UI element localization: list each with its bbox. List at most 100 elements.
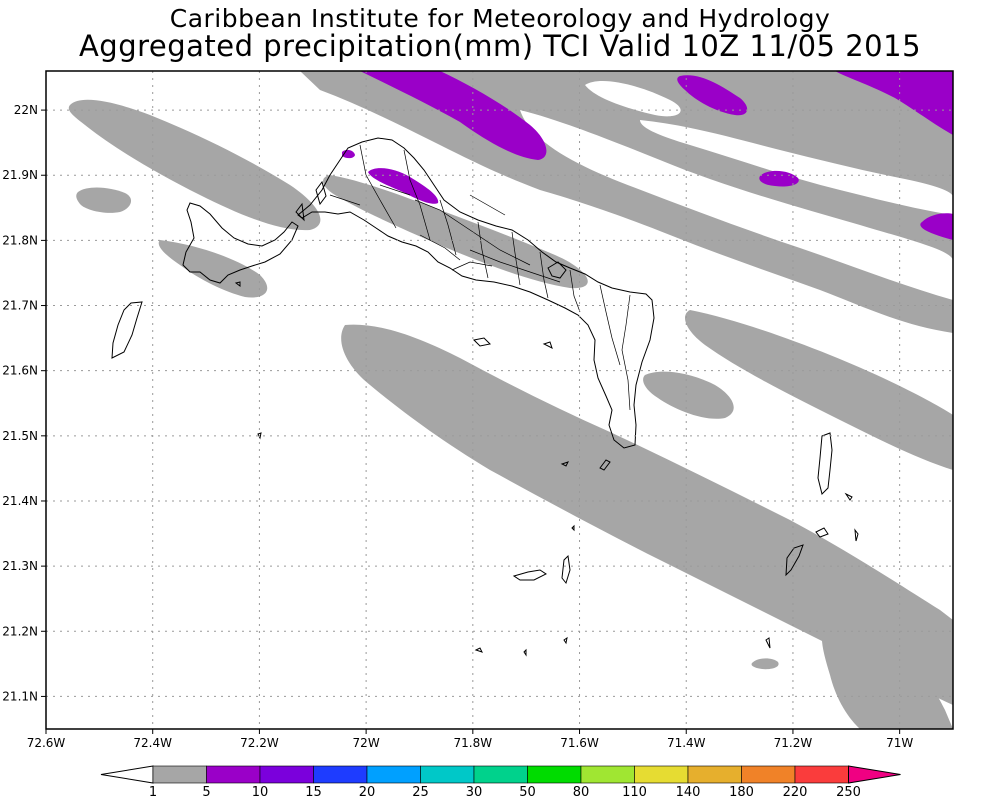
rain-area-10mm — [835, 71, 953, 135]
colorbar-swatch — [473, 765, 528, 784]
cay-outline — [599, 459, 611, 471]
rain-area-5mm — [840, 593, 879, 622]
y-tick-label: 21.2N — [2, 624, 38, 638]
cay-outline — [234, 281, 241, 287]
coastline — [111, 137, 859, 657]
gridlines — [46, 71, 953, 729]
x-tick-label: 71W — [886, 736, 913, 750]
cay-outline — [474, 647, 483, 653]
colorbar-swatch — [313, 765, 368, 784]
title-line-1: Caribbean Institute for Meteorology and … — [169, 4, 831, 33]
island-outline — [297, 137, 655, 449]
colorbar-swatch — [206, 765, 261, 784]
cay-outline — [315, 180, 327, 206]
axes: 72.6W 72.4W 72.2W 72W 71.8W 71.6W 71.4W 71.2W 71… — [2, 103, 913, 750]
colorbar-swatch — [527, 765, 582, 784]
colorbar-swatch — [420, 765, 475, 784]
cay-outline — [765, 637, 771, 649]
rain-area-10mm — [677, 75, 748, 116]
no-rain-gap — [520, 110, 953, 300]
island-outline — [182, 202, 299, 284]
x-tick-label: 72W — [353, 736, 380, 750]
rain-area-5mm — [341, 324, 953, 705]
x-tick-label: 71.6W — [560, 736, 599, 750]
rain-area-10mm — [368, 168, 439, 204]
cay-outline — [560, 461, 569, 467]
colorbar-level-label: 110 — [622, 785, 647, 800]
district-boundary — [329, 144, 631, 411]
rain-area-5mm — [821, 622, 953, 729]
colorbar-swatch — [741, 765, 796, 784]
cay-outline — [815, 527, 829, 538]
colorbar: 1 5 10 15 20 25 30 50 80 110 140 180 220 250 — [100, 765, 901, 800]
y-tick-label: 21.4N — [2, 494, 38, 508]
colorbar-swatch — [580, 765, 635, 784]
colorbar-swatch — [259, 765, 314, 784]
title-line-2: Aggregated precipitation(mm) TCI Valid 1… — [78, 29, 922, 63]
rain-area-5mm — [323, 175, 588, 289]
cay-outline — [512, 569, 547, 581]
island-outline — [785, 544, 804, 577]
y-tick-label: 21.8N — [2, 233, 38, 247]
cay-outline — [561, 554, 571, 585]
rain-area-5mm — [685, 310, 953, 470]
cay-outline — [854, 528, 859, 542]
rain-area-5mm — [751, 658, 779, 670]
y-tick-label: 21.7N — [2, 299, 38, 313]
colorbar-level-label: 1 — [149, 785, 157, 800]
colorbar-swatch — [366, 765, 421, 784]
cay-outline — [844, 492, 853, 501]
colorbar-level-label: 5 — [202, 785, 210, 800]
x-tick-label: 72.4W — [133, 736, 172, 750]
colorbar-swatch — [794, 765, 849, 784]
y-tick-label: 21.9N — [2, 168, 38, 182]
cay-outline — [523, 648, 527, 657]
rain-area-10mm — [920, 213, 953, 240]
colorbar-level-label: 50 — [519, 785, 536, 800]
y-tick-label: 21.3N — [2, 559, 38, 573]
rain-area-5mm — [158, 240, 268, 298]
rain-area-5mm — [76, 187, 132, 213]
colorbar-level-label: 250 — [836, 785, 861, 800]
plot-frame — [45, 70, 954, 730]
island-outline — [111, 301, 143, 359]
colorbar-level-label: 15 — [305, 785, 322, 800]
x-tick-label: 71.2W — [774, 736, 813, 750]
x-tick-label: 72.2W — [240, 736, 279, 750]
colorbar-swatch — [687, 765, 742, 784]
no-rain-gap — [640, 120, 953, 215]
x-tick-label: 71.4W — [667, 736, 706, 750]
colorbar-over-arrow — [848, 765, 901, 784]
island-outline — [817, 432, 833, 495]
colorbar-swatch — [152, 765, 207, 784]
colorbar-swatch — [634, 765, 689, 784]
colorbar-level-label: 220 — [783, 785, 808, 800]
y-tick-label: 21.6N — [2, 364, 38, 378]
precipitation-field — [68, 71, 953, 729]
colorbar-level-label: 10 — [252, 785, 269, 800]
colorbar-level-label: 80 — [573, 785, 590, 800]
cay-outline — [571, 524, 575, 532]
rain-area-10mm — [360, 71, 547, 160]
colorbar-level-label: 25 — [412, 785, 429, 800]
x-tick-label: 71.8W — [454, 736, 493, 750]
cay-outline — [563, 636, 568, 645]
x-tick-label: 72.6W — [27, 736, 66, 750]
colorbar-level-label: 30 — [466, 785, 483, 800]
rain-area-5mm — [300, 71, 953, 333]
colorbar-under-arrow — [100, 765, 154, 784]
y-tick-label: 21.5N — [2, 429, 38, 443]
colorbar-level-label: 20 — [359, 785, 376, 800]
cay-outline — [295, 202, 305, 222]
y-tick-label: 21.1N — [2, 689, 38, 703]
colorbar-level-label: 180 — [729, 785, 754, 800]
colorbar-level-label: 140 — [676, 785, 701, 800]
cay-outline — [472, 337, 492, 347]
y-tick-label: 22N — [14, 103, 38, 117]
cay-outline — [547, 261, 567, 279]
no-rain-gap — [585, 80, 681, 117]
rain-area-5mm — [68, 99, 321, 231]
cay-outline — [542, 341, 553, 349]
rain-area-5mm — [643, 371, 734, 419]
